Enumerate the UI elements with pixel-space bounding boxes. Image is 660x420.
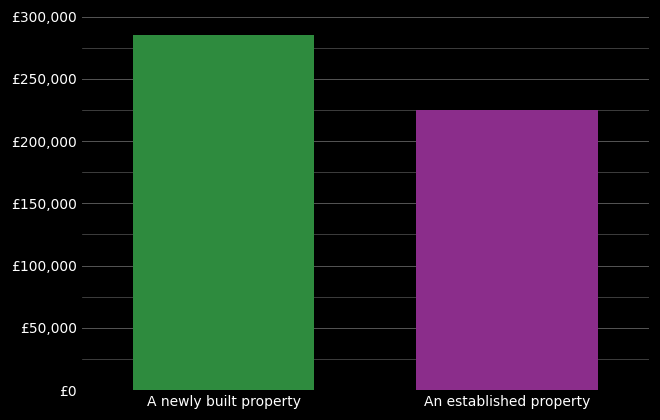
Bar [133, 35, 314, 390]
Bar [416, 110, 598, 390]
